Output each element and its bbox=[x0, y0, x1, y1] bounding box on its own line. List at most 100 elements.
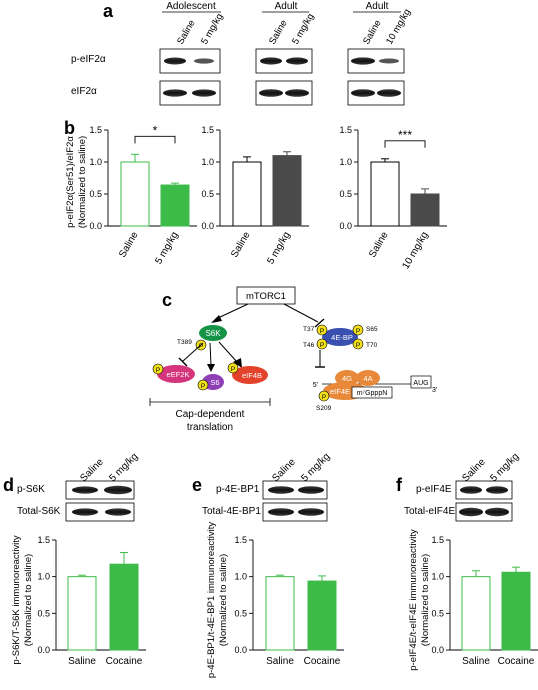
lane-label: Saline bbox=[175, 18, 198, 46]
cap-box bbox=[351, 386, 393, 399]
western-band bbox=[192, 89, 216, 97]
s6k-node bbox=[199, 325, 227, 341]
aug-box bbox=[410, 375, 432, 389]
phospho-label: P bbox=[356, 328, 360, 335]
bar bbox=[67, 576, 97, 651]
blot-f bbox=[455, 480, 513, 522]
western-band bbox=[285, 89, 309, 97]
y-tick-label: 1.5 bbox=[339, 125, 352, 135]
eef2k-node bbox=[157, 365, 195, 383]
phospho-label: P bbox=[201, 383, 205, 390]
blot-row-label: Total-4E-BP1 bbox=[202, 506, 261, 517]
category-label: Saline bbox=[367, 230, 391, 260]
bar bbox=[370, 161, 400, 227]
lane-label: Saline bbox=[361, 18, 384, 46]
western-band bbox=[459, 507, 483, 517]
eif4e-label: eIF4E bbox=[330, 387, 350, 396]
y-tick-label: 0.0 bbox=[37, 645, 50, 655]
lane-label: 5 mg/kg bbox=[488, 451, 521, 484]
y-tick-label: 1.0 bbox=[89, 157, 102, 167]
cap-label: m⁷GpppN bbox=[357, 390, 388, 397]
western-band bbox=[72, 508, 98, 516]
lane-label: 5 mg/kg bbox=[107, 451, 140, 484]
lane-label: Saline bbox=[78, 456, 106, 484]
bar bbox=[265, 576, 295, 651]
lane-label: 5 mg/kg bbox=[199, 12, 225, 47]
mtorc1-label: mTORC1 bbox=[246, 291, 286, 302]
category-label: Cocaine bbox=[106, 656, 143, 667]
chart-b1: 0.0 0.5 1.0 1.5 Saline 5 mg/kg * bbox=[89, 123, 197, 266]
western-band bbox=[298, 486, 324, 494]
western-band bbox=[268, 486, 294, 494]
phospho-label: P bbox=[320, 342, 324, 349]
phospho-icon bbox=[197, 379, 209, 391]
western-band bbox=[485, 507, 509, 517]
s6-label: S6 bbox=[210, 378, 219, 387]
western-band bbox=[105, 508, 131, 516]
y-tick-label: 0.5 bbox=[89, 189, 102, 199]
western-band bbox=[194, 58, 214, 64]
western-band bbox=[163, 89, 187, 97]
site-label: S65 bbox=[366, 326, 378, 333]
phospho-icon bbox=[316, 324, 328, 336]
chart-b2: 0.0 0.5 1.0 1.5 Saline 5 mg/kg bbox=[201, 125, 309, 266]
phospho-icon bbox=[227, 362, 239, 374]
y-tick-label: 0.5 bbox=[431, 608, 444, 618]
4ebp-label: 4E-BP bbox=[331, 333, 353, 342]
blot-a-group-3: Adult bbox=[366, 1, 389, 12]
bar bbox=[232, 161, 262, 227]
category-label: Saline bbox=[266, 656, 294, 667]
y-tick-label: 0.5 bbox=[339, 189, 352, 199]
blot-row-label: eIF2α bbox=[71, 86, 97, 97]
eif4b-node bbox=[232, 366, 268, 384]
western-band bbox=[104, 485, 132, 495]
site-label: T46 bbox=[303, 342, 315, 349]
lane-label: Saline bbox=[270, 456, 298, 484]
aug-label: AUG bbox=[413, 380, 428, 387]
blot-a-adult-10 bbox=[347, 48, 405, 106]
bar bbox=[307, 580, 337, 651]
blot-a-group-1: Adolescent bbox=[166, 1, 216, 12]
panel-e-label: e bbox=[192, 475, 202, 495]
bar bbox=[160, 184, 190, 227]
site-label: S209 bbox=[316, 405, 332, 412]
panel-f-ylabel-2: (Normalized to saline) bbox=[420, 554, 431, 646]
western-band bbox=[377, 89, 401, 97]
cap-dependent-label: Cap-dependent bbox=[176, 409, 245, 420]
phospho-label: P bbox=[199, 343, 203, 350]
western-band bbox=[72, 486, 98, 494]
significance-stars: * bbox=[153, 123, 158, 137]
y-tick-label: 1.5 bbox=[37, 535, 50, 545]
western-band bbox=[286, 57, 308, 65]
panel-d-label: d bbox=[3, 475, 14, 495]
blot-row-label: Total-S6K bbox=[17, 506, 61, 517]
blot-row-label: p-eIF4E bbox=[416, 484, 452, 495]
y-tick-label: 0.0 bbox=[201, 221, 214, 231]
site-label: T37 bbox=[303, 326, 315, 333]
category-label: Saline bbox=[229, 230, 253, 260]
4g-node bbox=[335, 370, 359, 386]
western-band bbox=[486, 486, 508, 494]
panel-a-label: a bbox=[103, 1, 114, 21]
blot-row-label: p-S6K bbox=[17, 484, 45, 495]
bar bbox=[461, 576, 491, 651]
panel-c-label: c bbox=[162, 290, 172, 310]
lane-label: Saline bbox=[460, 456, 488, 484]
panel-b-ylabel-2: (Normalized to saline) bbox=[77, 136, 88, 228]
eef2k-label: eEF2K bbox=[167, 370, 190, 379]
y-tick-label: 1.5 bbox=[234, 535, 247, 545]
significance-stars: *** bbox=[398, 128, 412, 142]
panel-e-ylabel-2: (Normalized to saline) bbox=[218, 554, 229, 646]
phospho-icon bbox=[352, 324, 364, 336]
lane-label: 5 mg/kg bbox=[299, 451, 332, 484]
phospho-label: P bbox=[156, 367, 160, 374]
y-tick-label: 0.5 bbox=[201, 189, 214, 199]
4a-node bbox=[356, 370, 380, 386]
blot-a-adult bbox=[255, 48, 313, 106]
phospho-icon bbox=[152, 363, 164, 375]
three-prime-label: 3' bbox=[432, 387, 437, 394]
y-tick-label: 0.5 bbox=[234, 608, 247, 618]
phospho-label: P bbox=[322, 394, 326, 401]
western-band bbox=[164, 57, 186, 65]
